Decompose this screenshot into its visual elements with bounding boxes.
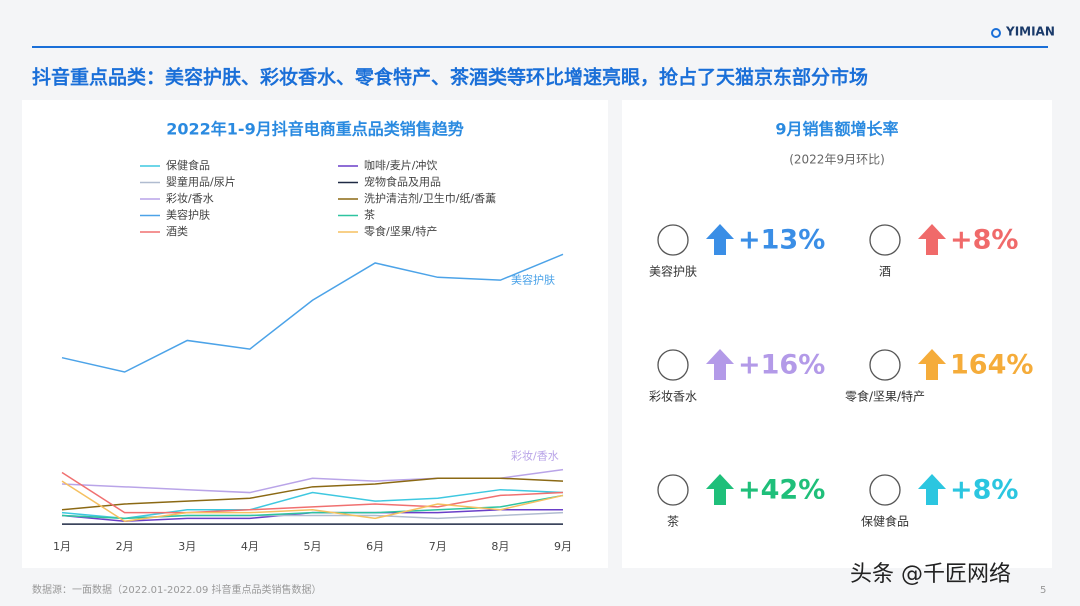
legend-label: 宠物食品及用品 [364, 175, 441, 189]
growth-value: +13% [738, 225, 825, 256]
page-number: 5 [1040, 585, 1046, 596]
headline: 抖音重点品类：美容护肤、彩妆香水、零食特产、茶酒类等环比增速亮眼，抢占了天猫京东… [32, 66, 868, 89]
right-panel [622, 100, 1052, 568]
x-tick-label: 5月 [304, 540, 322, 553]
growth-arrow [706, 349, 734, 380]
legend-label: 洗护清洁剂/卫生巾/纸/香薰 [364, 191, 496, 205]
legend-label: 酒类 [166, 224, 188, 238]
growth-arrow [918, 224, 946, 255]
growth-value: +8% [950, 475, 1018, 506]
growth-value: +42% [738, 475, 825, 506]
source-note: 数据源：一面数据（2022.01-2022.09 抖音重点品类销售数据） [32, 583, 322, 596]
series-line [61, 471, 564, 514]
legend-label: 彩妆/香水 [166, 192, 214, 205]
category-icon [657, 224, 689, 256]
category-icon [657, 349, 689, 381]
x-tick-label: 6月 [366, 540, 384, 553]
category-icon [869, 349, 901, 381]
legend-label: 保健食品 [166, 158, 210, 172]
category-label: 茶 [667, 514, 679, 529]
growth-arrow [918, 349, 946, 380]
logo-icon [991, 28, 1001, 38]
series-line [61, 480, 564, 523]
x-tick-label: 7月 [429, 540, 447, 553]
x-tick-label: 2月 [116, 540, 134, 553]
growth-value: 164% [950, 350, 1033, 381]
x-tick-label: 3月 [178, 540, 196, 553]
x-tick-label: 1月 [53, 540, 71, 553]
legend-label: 美容护肤 [166, 208, 210, 222]
category-icon [869, 224, 901, 256]
left-panel [22, 100, 608, 568]
x-tick-label: 9月 [554, 540, 572, 553]
series-line [61, 488, 564, 520]
stat-subtitle: (2022年9月环比) [789, 153, 885, 167]
category-icon [869, 474, 901, 506]
growth-arrow [918, 474, 946, 505]
legend-label: 零食/坚果/特产 [364, 224, 437, 238]
category-label: 保健食品 [861, 514, 909, 529]
stat-title: 9月销售额增长率 [775, 120, 898, 139]
category-label: 零食/坚果/特产 [845, 389, 925, 404]
line-label: 彩妆/香水 [511, 450, 559, 463]
series-line [61, 253, 564, 373]
legend-label: 咖啡/麦片/冲饮 [364, 158, 437, 172]
growth-value: +16% [738, 350, 825, 381]
logo: YIMIAN [1005, 25, 1055, 39]
growth-arrow [706, 224, 734, 255]
growth-arrow [706, 474, 734, 505]
category-label: 美容护肤 [649, 264, 697, 279]
legend-label: 茶 [364, 209, 375, 222]
chart-title: 2022年1-9月抖音电商重点品类销售趋势 [166, 120, 463, 139]
category-icon [657, 474, 689, 506]
category-label: 酒 [879, 265, 891, 279]
growth-value: +8% [950, 225, 1018, 256]
x-tick-label: 4月 [241, 540, 259, 553]
legend-label: 婴童用品/尿片 [166, 175, 236, 189]
category-label: 彩妆香水 [649, 390, 697, 404]
x-tick-label: 8月 [491, 540, 509, 553]
line-label: 美容护肤 [511, 272, 555, 286]
watermark: 头条 @千匠网络 [850, 562, 1011, 587]
series-line [61, 477, 564, 511]
